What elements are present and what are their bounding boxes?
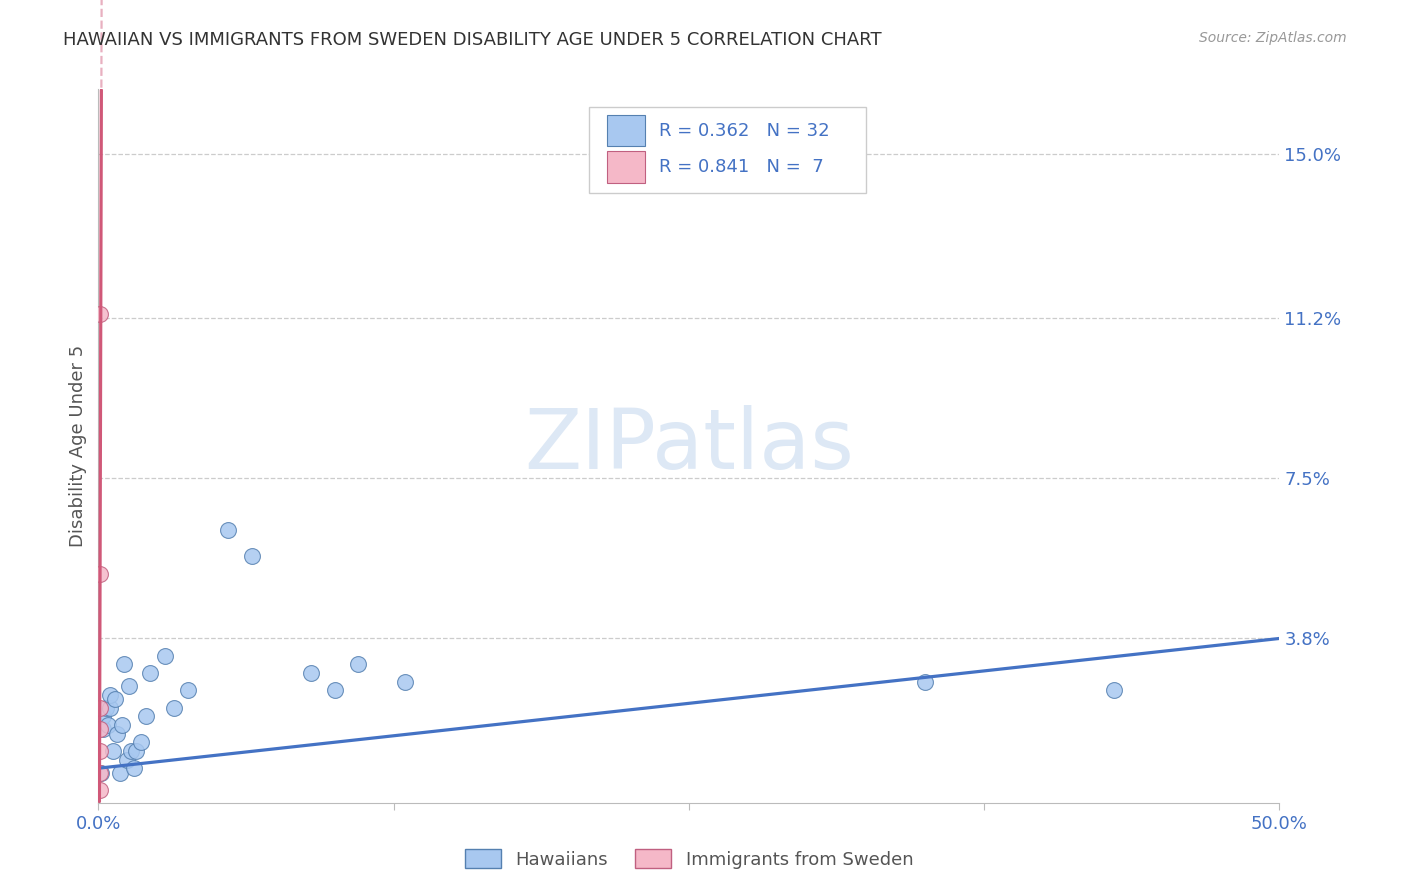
Legend: Hawaiians, Immigrants from Sweden: Hawaiians, Immigrants from Sweden: [457, 842, 921, 876]
Point: [94, 700, 117, 714]
Point: [91, 709, 114, 723]
Point: [89, 723, 111, 737]
Point: [118, 679, 141, 693]
Y-axis label: Disability Age Under 5: Disability Age Under 5: [69, 345, 87, 547]
Point: [323, 683, 346, 698]
Point: [98, 688, 121, 702]
Point: [163, 700, 186, 714]
Point: [89, 744, 111, 758]
Text: Source: ZipAtlas.com: Source: ZipAtlas.com: [1199, 31, 1347, 45]
Point: [97, 718, 120, 732]
Point: [153, 648, 176, 663]
Point: [112, 657, 135, 672]
Text: ZIPatlas: ZIPatlas: [524, 406, 853, 486]
Text: R = 0.841   N =  7: R = 0.841 N = 7: [659, 158, 824, 176]
Point: [89, 765, 111, 780]
Point: [101, 744, 124, 758]
Point: [394, 674, 416, 689]
Point: [108, 765, 131, 780]
Point: [347, 657, 370, 672]
Text: R = 0.362   N = 32: R = 0.362 N = 32: [659, 121, 830, 139]
Point: [129, 735, 152, 749]
Point: [89, 700, 111, 714]
Point: [89, 566, 111, 581]
Point: [299, 666, 322, 681]
FancyBboxPatch shape: [607, 152, 645, 183]
Point: [89, 782, 111, 797]
Point: [914, 674, 936, 689]
Point: [98, 700, 121, 714]
Point: [111, 718, 134, 732]
Point: [177, 683, 200, 698]
Text: HAWAIIAN VS IMMIGRANTS FROM SWEDEN DISABILITY AGE UNDER 5 CORRELATION CHART: HAWAIIAN VS IMMIGRANTS FROM SWEDEN DISAB…: [63, 31, 882, 49]
Point: [89, 307, 111, 321]
Point: [122, 761, 145, 775]
Point: [1102, 683, 1125, 698]
FancyBboxPatch shape: [589, 107, 866, 193]
Point: [90, 765, 112, 780]
Point: [125, 744, 148, 758]
Point: [115, 753, 138, 767]
Point: [91, 723, 114, 737]
Point: [104, 692, 127, 706]
Point: [121, 744, 143, 758]
FancyBboxPatch shape: [607, 115, 645, 146]
Point: [139, 666, 162, 681]
Point: [217, 524, 239, 538]
Point: [240, 549, 263, 564]
Point: [105, 726, 128, 740]
Point: [135, 709, 157, 723]
